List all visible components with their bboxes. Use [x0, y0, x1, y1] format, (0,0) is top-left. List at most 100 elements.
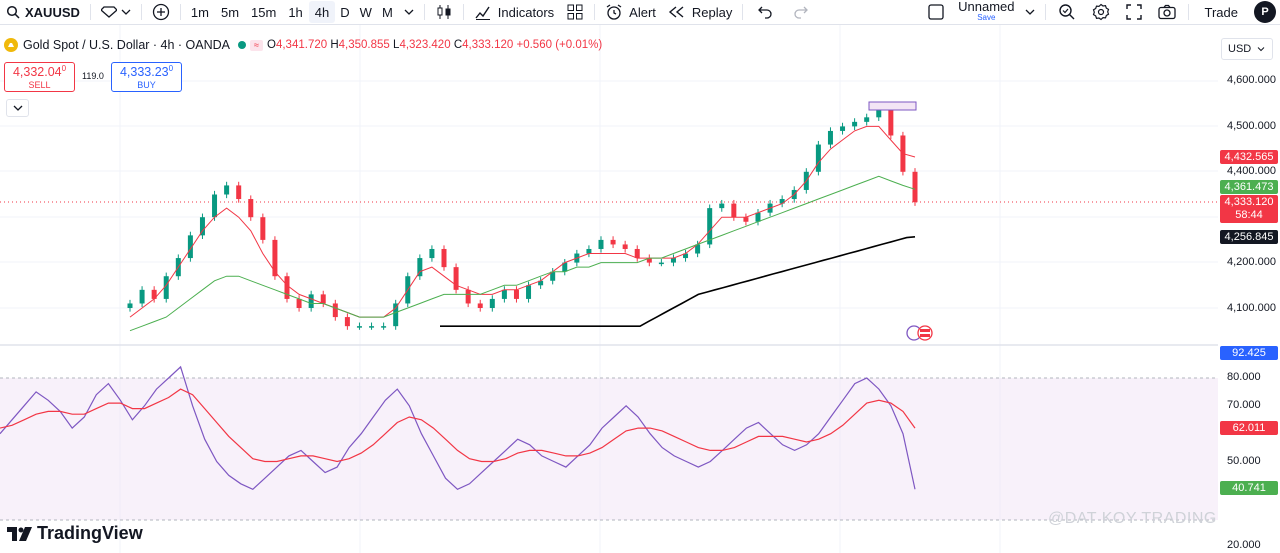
- ema-slow-price-marker: 4,256.845: [1220, 230, 1278, 244]
- ema-mid-line: [129, 175, 916, 332]
- candle-body: [369, 326, 375, 328]
- rsi-max-marker: 92.425: [1220, 346, 1278, 360]
- low-label: L: [393, 39, 400, 51]
- sell-price: 4,332.04: [12, 65, 62, 80]
- candle-body: [151, 289, 157, 299]
- layout-select-button[interactable]: Unnamed Save: [922, 0, 1040, 25]
- candle-body: [320, 294, 326, 304]
- candle-body: [465, 289, 471, 304]
- indicators-button[interactable]: Indicators: [468, 0, 560, 25]
- interval-dropdown[interactable]: [398, 0, 420, 25]
- candle-body: [212, 194, 218, 218]
- candle-body: [634, 248, 640, 259]
- compare-symbol-button[interactable]: [146, 0, 176, 25]
- candle-body: [260, 217, 266, 240]
- top-toolbar: XAUUSD 1m 5m 15m 1h 4h D W M Indicators …: [0, 0, 1280, 25]
- interval-15m[interactable]: 15m: [245, 0, 282, 25]
- candle-body: [610, 239, 616, 245]
- profile-button[interactable]: P: [1250, 0, 1280, 25]
- trade-button[interactable]: Trade: [1193, 0, 1250, 25]
- economic-event-icon[interactable]: [906, 325, 933, 341]
- fullscreen-button[interactable]: [1118, 0, 1150, 25]
- moving-average-lines: [129, 125, 916, 332]
- candle-body: [417, 258, 423, 277]
- candle-body: [284, 276, 290, 299]
- alert-button[interactable]: Alert: [599, 0, 662, 25]
- candle-body: [296, 298, 302, 308]
- candle-body: [658, 262, 664, 265]
- currency-select[interactable]: USD: [1221, 38, 1273, 60]
- chart-canvas[interactable]: [0, 25, 1218, 553]
- gold-icon: [4, 38, 18, 52]
- interval-4h[interactable]: 4h: [308, 1, 336, 23]
- symbol-legend[interactable]: Gold Spot / U.S. Dollar · 4h · OANDA ≈ O…: [4, 38, 602, 52]
- rsi-signal-line: [0, 388, 916, 463]
- snapshot-button[interactable]: [1150, 0, 1184, 25]
- chart-type-button[interactable]: [429, 0, 459, 25]
- alarm-clock-icon: [606, 4, 622, 20]
- interval-1m[interactable]: 1m: [185, 0, 215, 25]
- candle-body: [139, 289, 145, 304]
- candle-body: [187, 235, 193, 259]
- currency-label: USD: [1228, 43, 1252, 55]
- square-icon: [928, 4, 944, 20]
- interval-5m[interactable]: 5m: [215, 0, 245, 25]
- collapse-legend-button[interactable]: [6, 99, 29, 117]
- undo-button[interactable]: [747, 0, 783, 25]
- candle-body: [550, 271, 556, 281]
- alert-label: Alert: [629, 4, 656, 20]
- plus-circle-icon: [152, 3, 170, 21]
- brand-label: TradingView: [37, 523, 143, 543]
- candle-body: [622, 244, 628, 249]
- fullscreen-icon: [1125, 4, 1142, 20]
- sell-price-sup: 0: [61, 64, 67, 74]
- favorites-button[interactable]: [95, 0, 137, 25]
- divider: [462, 4, 464, 20]
- ohlc-values: O4,341.720 H4,350.855 L4,323.420 C4,333.…: [267, 39, 602, 51]
- rsi-tick: 80.000: [1227, 371, 1261, 383]
- sell-button[interactable]: 4,332.040 SELL: [4, 62, 75, 92]
- symbol-search-button[interactable]: XAUUSD: [0, 0, 86, 25]
- quick-search-button[interactable]: [1050, 0, 1084, 25]
- rsi-tick: 50.000: [1227, 455, 1261, 467]
- candle-body: [501, 289, 507, 299]
- interval-label: W: [359, 4, 372, 20]
- chevron-down-icon: [13, 105, 22, 111]
- rsi-signal-marker: 62.011: [1220, 421, 1278, 435]
- buy-label: BUY: [137, 79, 156, 90]
- grid-icon: [567, 4, 583, 20]
- price-tick: 4,400.000: [1227, 165, 1276, 177]
- interval-m[interactable]: M: [377, 0, 398, 25]
- interval-w[interactable]: W: [355, 0, 377, 25]
- candle-body: [381, 326, 387, 328]
- redo-button[interactable]: [783, 0, 819, 25]
- indicators-icon: [475, 6, 490, 20]
- interval-label: 15m: [251, 4, 277, 20]
- rsi-lines: [0, 365, 916, 491]
- ema-mid-price-marker: 4,361.473: [1220, 180, 1278, 194]
- interval-1h[interactable]: 1h: [282, 0, 308, 25]
- candle-body: [707, 208, 713, 245]
- candle-body: [236, 185, 242, 200]
- candle-body: [272, 239, 278, 277]
- buy-button[interactable]: 4,333.230 BUY: [111, 62, 182, 92]
- price-tick: 4,600.000: [1227, 74, 1276, 86]
- candle-body: [864, 117, 870, 122]
- candle-body: [163, 276, 169, 299]
- candle-body: [489, 298, 495, 308]
- candle-body: [876, 108, 882, 118]
- candle-body: [477, 303, 483, 308]
- candle-body: [695, 244, 701, 254]
- settings-button[interactable]: [1084, 0, 1118, 25]
- layout-templates-button[interactable]: [560, 0, 590, 25]
- ema-slow-line: [440, 236, 916, 328]
- rsi-overbought-oversold-band: [0, 378, 1218, 520]
- resistance-zone-box[interactable]: [868, 101, 917, 111]
- interval-label: 1h: [288, 4, 303, 20]
- candle-body: [308, 294, 314, 308]
- gear-icon: [1092, 3, 1109, 21]
- change-value: +0.560 (+0.01%): [516, 39, 603, 51]
- interval-d[interactable]: D: [335, 0, 354, 25]
- camera-icon: [1157, 4, 1176, 20]
- replay-button[interactable]: Replay: [662, 0, 738, 25]
